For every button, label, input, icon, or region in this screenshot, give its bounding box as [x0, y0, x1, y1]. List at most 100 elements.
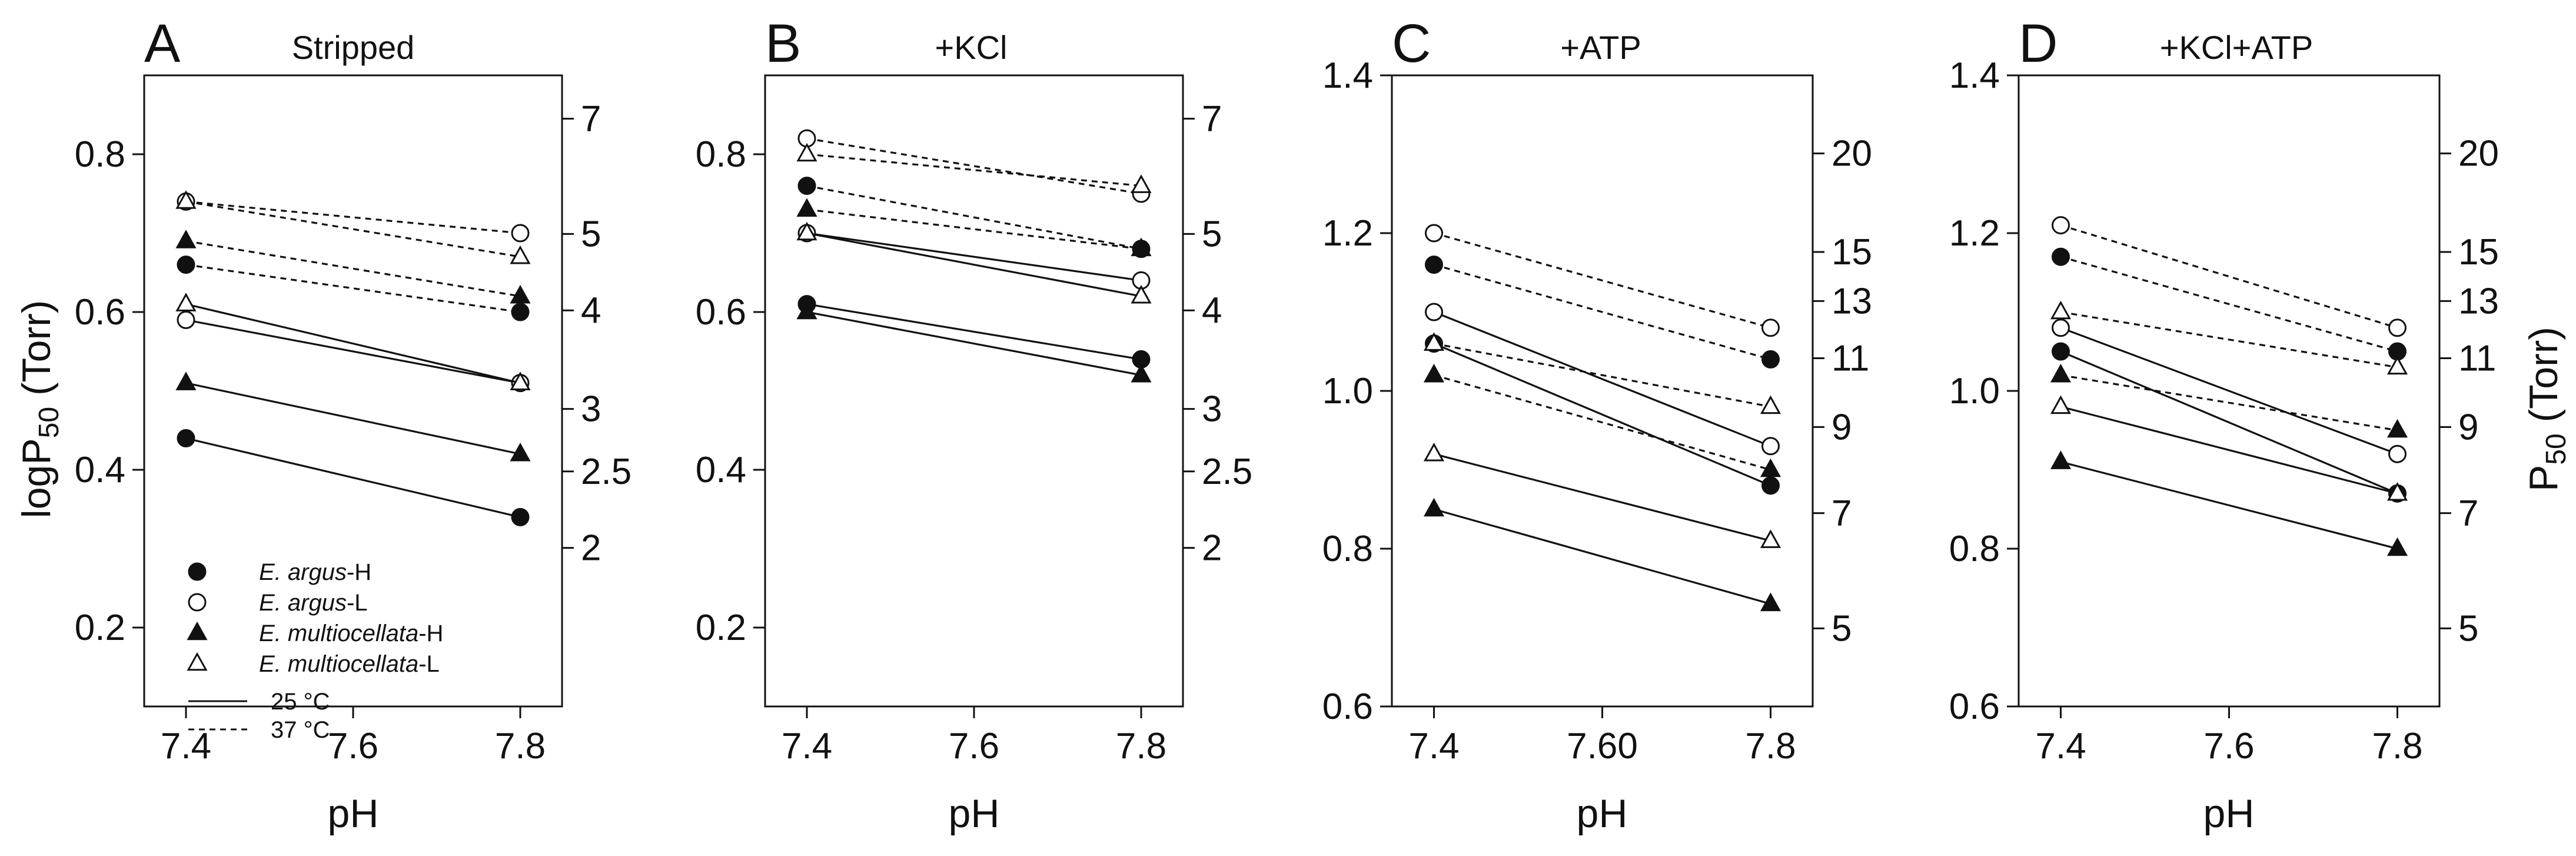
y-tick-label: 0.8 [1949, 529, 2000, 569]
x-tick-label: 7.8 [495, 726, 546, 767]
series-line [1434, 232, 1771, 329]
y-tick-label: 0.4 [696, 450, 746, 490]
data-point [796, 198, 817, 217]
panel-letter: D [2019, 14, 2058, 74]
x-tick-label: 7.6 [2203, 726, 2254, 767]
y-tick-label: 0.6 [1949, 686, 2000, 727]
y-tick-label: 1.0 [1322, 371, 1373, 412]
data-point [2388, 444, 2407, 463]
series-line [1434, 374, 1771, 471]
legend-marker [187, 621, 208, 641]
data-point [2050, 363, 2072, 383]
series-line [1434, 508, 1771, 605]
x-tick-label: 7.6 [949, 726, 999, 767]
right-tick-label: 7 [581, 99, 601, 140]
right-tick-label: 2 [581, 528, 601, 569]
series-line [185, 264, 521, 313]
series-line [2060, 311, 2398, 369]
series-line [806, 311, 1142, 376]
data-point [175, 293, 197, 311]
panel-d: D +KCl+ATP pH 7.4 7.6 7.8 0.6 0.8 1.0 1.2 1.4 5 7… [1949, 14, 2499, 836]
legend-label: E. argus-L [259, 590, 368, 616]
plot-frame [764, 74, 1184, 708]
series-line [185, 240, 521, 297]
data-point [1131, 363, 1152, 383]
legend-label: E. multiocellata-L [259, 651, 440, 677]
right-tick-label: 5 [2458, 608, 2478, 649]
x-tick-label: 7.8 [1745, 726, 1796, 767]
data-point [177, 256, 195, 274]
series-line [806, 153, 1142, 187]
right-tick-label: 7 [2458, 493, 2478, 534]
data-point [511, 507, 530, 526]
data-point [2052, 318, 2070, 337]
series-line [1434, 343, 1771, 408]
legend-line-label: 37 °C [271, 717, 330, 743]
right-tick-label: 3 [1202, 389, 1222, 430]
plot-frame [1391, 74, 1814, 708]
panel-title: +KCl [935, 29, 1008, 66]
data-point [510, 442, 531, 462]
x-tick-label: 7.8 [1116, 726, 1166, 767]
y-tick-label: 1.4 [1322, 55, 1373, 96]
legend-label: E. argus-H [259, 559, 371, 585]
x-tick-label: 7.6 [328, 726, 378, 767]
data-point [2386, 419, 2408, 438]
data-point [1761, 437, 1780, 456]
x-tick-label: 7.4 [1408, 726, 1459, 767]
series-line [2060, 256, 2398, 353]
right-tick-label: 11 [2458, 339, 2496, 379]
y-axis-label-right: P50 (Torr) [2521, 327, 2572, 492]
series-line [806, 137, 1142, 195]
right-tick-label: 5 [1202, 214, 1222, 254]
data-point [1760, 592, 1781, 612]
right-tick-label: 2 [1202, 528, 1222, 569]
x-tick-label: 7.8 [2372, 726, 2422, 767]
data-point [1761, 350, 1780, 369]
series-line [185, 200, 521, 234]
x-axis-label: pH [2203, 791, 2255, 836]
right-tick-label: 13 [2458, 281, 2499, 321]
y-tick-label: 0.8 [75, 134, 125, 175]
right-tick-label: 5 [1832, 608, 1852, 649]
data-point [2386, 537, 2408, 556]
series-line [1433, 311, 1771, 447]
data-point [796, 300, 817, 320]
series-line [185, 437, 521, 518]
series-line [185, 303, 521, 384]
data-point [511, 303, 530, 321]
right-tick-label: 2.5 [581, 452, 631, 492]
data-point [1423, 363, 1445, 383]
panel-c: C +ATP pH 7.4 7.60 7.8 0.6 0.8 1.0 1.2 1.4 5 7 9 11… [1322, 14, 1872, 836]
right-tick-label: 13 [1832, 281, 1872, 321]
panel-a: A Stripped pH 7.4 7.6 7.8 0.2 0.4 0.6 0.8 2 2.5 3… [75, 14, 631, 836]
data-point [797, 177, 816, 195]
right-tick-label: 2.5 [1202, 452, 1252, 492]
data-point [2052, 342, 2070, 361]
x-tick-label: 7.4 [161, 726, 211, 767]
data-point [1425, 224, 1443, 243]
x-axis-label: pH [1577, 791, 1628, 836]
data-point [2386, 482, 2408, 501]
series-line [1434, 264, 1771, 360]
data-point [175, 190, 197, 209]
y-tick-label: 1.2 [1322, 213, 1373, 254]
series-line [806, 303, 1142, 360]
data-point [1760, 458, 1781, 477]
y-axis-label-left: logP50 (Torr) [14, 300, 65, 519]
y-tick-label: 0.2 [696, 608, 746, 648]
y-tick-label: 0.2 [75, 608, 125, 648]
data-point [510, 371, 531, 390]
data-point [1131, 174, 1152, 193]
data-point [1760, 395, 1781, 414]
panel-title: +ATP [1560, 29, 1641, 66]
data-point [510, 245, 531, 264]
series-line [2060, 461, 2398, 550]
series-line [806, 232, 1142, 281]
series-line [185, 318, 521, 384]
x-tick-label: 7.4 [782, 726, 832, 767]
data-point [2386, 356, 2408, 375]
y-tick-label: 0.8 [1322, 529, 1373, 569]
right-tick-label: 15 [2458, 232, 2499, 273]
